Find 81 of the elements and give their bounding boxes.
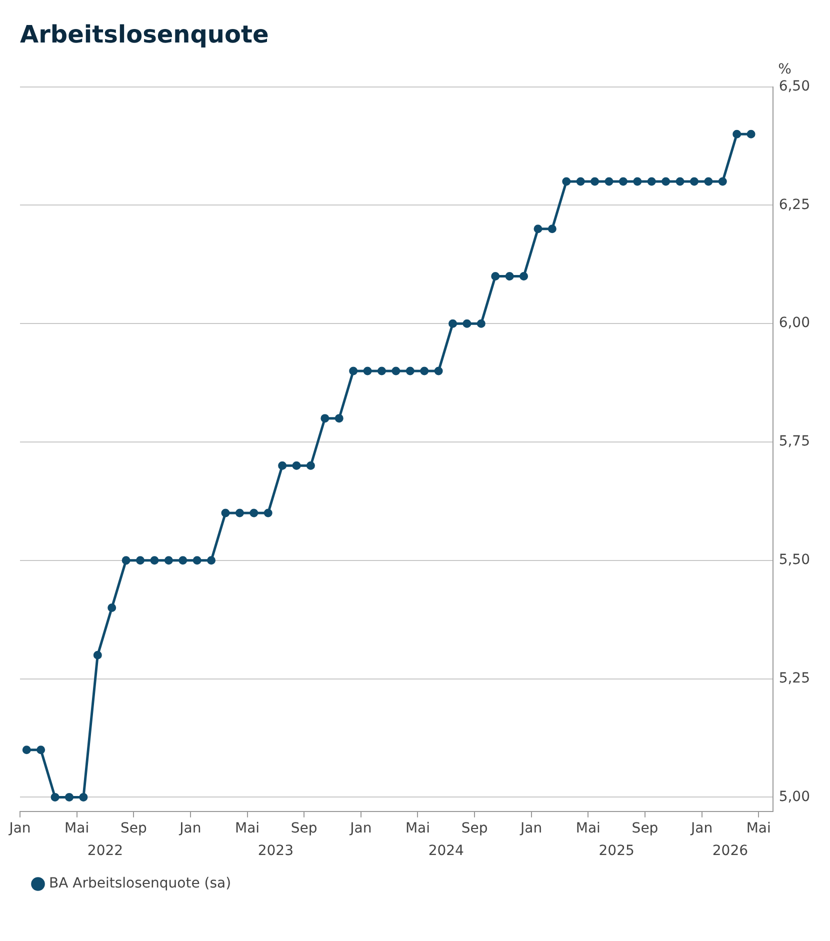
point <box>363 366 372 376</box>
point <box>491 272 500 280</box>
x-tick-label: Sep <box>632 820 658 836</box>
point <box>604 177 614 186</box>
point <box>50 792 60 802</box>
y-tick-label: 5,00 <box>778 788 810 805</box>
x-tick-label: Jan <box>178 820 202 836</box>
point <box>306 461 315 470</box>
point <box>122 556 130 565</box>
point <box>732 130 742 138</box>
point <box>164 556 173 565</box>
point <box>320 414 330 423</box>
x-tick-label: Mai <box>576 820 600 836</box>
legend-label: BA Arbeitslosenquote (sa) <box>49 876 232 892</box>
x2-tick-label: 2026 <box>712 843 748 860</box>
point <box>548 224 556 234</box>
point <box>292 461 301 470</box>
point <box>505 272 514 280</box>
point <box>377 366 386 376</box>
x-tick-label: Sep <box>290 820 318 836</box>
point <box>676 177 684 186</box>
point <box>704 177 713 186</box>
point <box>235 508 244 518</box>
x-tick-label: Sep <box>120 820 147 836</box>
x2-tick-label: 2024 <box>428 843 464 860</box>
point <box>690 177 698 186</box>
point <box>590 177 600 186</box>
y-tick-label: 5,25 <box>778 670 810 686</box>
point <box>93 650 102 660</box>
point <box>434 366 443 376</box>
x-tick-label: Jan <box>520 820 542 836</box>
point <box>392 366 400 376</box>
x-tick-label: Jan <box>349 820 372 836</box>
point <box>64 792 74 802</box>
point <box>462 319 472 328</box>
point <box>633 177 642 186</box>
point <box>108 604 116 612</box>
y-tick-label: 6,25 <box>778 196 810 213</box>
x-tick-label: Sep <box>461 820 488 836</box>
point <box>278 461 287 470</box>
x2-tick-label: 2022 <box>87 843 124 860</box>
point <box>476 319 486 328</box>
point <box>718 177 727 186</box>
point <box>178 556 188 565</box>
x-tick-label: Mai <box>234 820 260 836</box>
point <box>576 177 585 186</box>
point <box>520 272 528 280</box>
x-tick-label: Mai <box>405 820 430 836</box>
x-tick-label: Jan <box>690 820 713 836</box>
point <box>79 792 88 802</box>
point <box>207 556 216 565</box>
point <box>349 366 358 376</box>
x2-tick-label: 2023 <box>258 843 294 860</box>
point <box>22 746 31 754</box>
x2-tick-label: 2025 <box>598 843 634 860</box>
x-tick-label: Mai <box>64 820 90 836</box>
point <box>448 319 458 328</box>
point <box>334 414 344 423</box>
point <box>150 556 159 565</box>
y-axis-title: % <box>778 61 792 78</box>
point <box>662 177 670 186</box>
point <box>406 366 414 376</box>
point <box>250 508 258 518</box>
y-tick-label: 6,50 <box>778 78 810 94</box>
point <box>618 177 628 186</box>
chart-title: Arbeitslosenquote <box>20 20 269 49</box>
point <box>420 366 429 376</box>
point <box>647 177 656 186</box>
point <box>534 224 542 234</box>
y-tick-label: 5,75 <box>778 434 810 450</box>
point <box>136 556 145 565</box>
point <box>192 556 202 565</box>
point <box>746 130 756 138</box>
x-tick-label: Jan <box>8 820 31 836</box>
point <box>264 508 272 518</box>
point <box>562 177 571 186</box>
point <box>221 508 230 518</box>
point <box>36 746 46 754</box>
y-tick-label: 5,50 <box>778 552 810 568</box>
y-tick-label: 6,00 <box>778 315 810 332</box>
x-tick-label: Mai <box>746 820 771 836</box>
